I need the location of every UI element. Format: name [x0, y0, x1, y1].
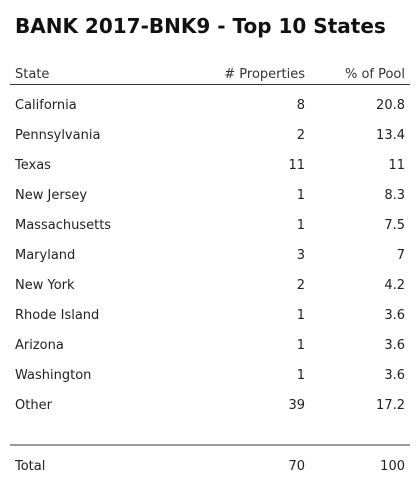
cell-pool-percent: 13.4 — [376, 128, 405, 143]
cell-state: Texas — [15, 158, 51, 173]
cell-state: Pennsylvania — [15, 128, 101, 143]
cell-state: Rhode Island — [15, 308, 100, 323]
cell-pool-percent: 3.6 — [384, 308, 405, 323]
cell-pool-percent: 7.5 — [384, 218, 405, 233]
cell-state: Arizona — [15, 338, 64, 353]
cell-properties: 39 — [288, 398, 305, 413]
cell-state: Other — [15, 398, 52, 413]
total-properties: 70 — [288, 459, 305, 474]
cell-pool-percent: 8.3 — [384, 188, 405, 203]
cell-properties: 2 — [296, 128, 305, 143]
cell-properties: 1 — [296, 218, 305, 233]
cell-state: California — [15, 98, 77, 113]
cell-properties: 1 — [296, 338, 305, 353]
cell-state: Maryland — [15, 248, 76, 263]
cell-properties: 1 — [296, 368, 305, 383]
header-pool-percent: % of Pool — [344, 67, 405, 82]
cell-state: New Jersey — [15, 188, 88, 203]
cell-state: New York — [15, 278, 75, 293]
cell-pool-percent: 17.2 — [376, 398, 405, 413]
cell-pool-percent: 3.6 — [384, 368, 405, 383]
cell-pool-percent: 3.6 — [384, 338, 405, 353]
cell-properties: 11 — [288, 158, 305, 173]
header-properties: # Properties — [224, 67, 305, 82]
title: BANK 2017-BNK9 - Top 10 States — [15, 14, 386, 38]
cell-pool-percent: 11 — [388, 158, 405, 173]
total-rule — [10, 444, 410, 446]
cell-properties: 8 — [296, 98, 305, 113]
header-state: State — [15, 67, 50, 82]
total-pool-percent: 100 — [380, 459, 405, 474]
cell-properties: 2 — [296, 278, 305, 293]
cell-pool-percent: 7 — [396, 248, 405, 263]
cell-pool-percent: 4.2 — [384, 278, 405, 293]
cell-properties: 1 — [296, 308, 305, 323]
cell-state: Massachusetts — [15, 218, 112, 233]
cell-properties: 1 — [296, 188, 305, 203]
cell-pool-percent: 20.8 — [376, 98, 405, 113]
header-rule — [10, 84, 410, 85]
cell-properties: 3 — [296, 248, 305, 263]
cell-state: Washington — [15, 368, 92, 383]
total-state: Total — [15, 459, 46, 474]
